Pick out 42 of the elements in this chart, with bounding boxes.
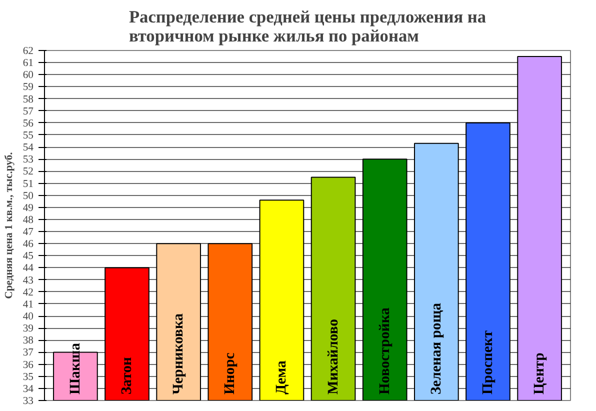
y-tick-label: 34 bbox=[22, 384, 34, 395]
y-tick-label: 58 bbox=[22, 94, 34, 106]
y-tick-label: 39 bbox=[22, 324, 34, 335]
y-tick-label: 42 bbox=[22, 287, 34, 298]
x-tick-label: Центр bbox=[532, 352, 548, 394]
y-tick-label: 33 bbox=[22, 396, 34, 407]
y-tick-label: 61 bbox=[22, 58, 34, 70]
y-tick-label: 51 bbox=[22, 178, 34, 190]
y-tick-label: 48 bbox=[22, 214, 34, 226]
x-tick-label: Новостройка bbox=[376, 306, 393, 394]
y-tick-label: 59 bbox=[22, 82, 34, 94]
x-tick-label: Михайлово bbox=[325, 318, 342, 394]
y-tick-label: 60 bbox=[22, 70, 34, 82]
x-tick-label: Проспект bbox=[480, 330, 496, 394]
y-tick-label: 53 bbox=[22, 154, 34, 166]
y-tick-label: 40 bbox=[22, 312, 34, 323]
y-tick-label: 49 bbox=[22, 202, 34, 214]
y-tick-label: 57 bbox=[22, 106, 34, 118]
x-tick-label: Зеленая роща bbox=[428, 302, 444, 394]
y-tick-label: 55 bbox=[22, 130, 34, 142]
y-tick-label: 44 bbox=[22, 263, 34, 274]
y-tick-label: 52 bbox=[22, 166, 34, 178]
x-tick-label: Шакша bbox=[67, 342, 84, 394]
y-tick-label: 45 bbox=[22, 251, 34, 262]
y-tick-label: 54 bbox=[22, 142, 34, 154]
y-axis-title: Средняя цена 1 кв.м., тыс.руб. bbox=[4, 152, 15, 299]
y-tick-label: 36 bbox=[22, 360, 34, 371]
y-tick-label: 41 bbox=[22, 299, 34, 310]
y-tick-label: 56 bbox=[22, 118, 34, 130]
y-tick-label: 47 bbox=[22, 227, 34, 238]
y-tick-label: 38 bbox=[22, 336, 34, 347]
y-tick-label: 37 bbox=[22, 348, 34, 359]
y-tick-label: 46 bbox=[22, 239, 34, 250]
y-tick-label: 50 bbox=[22, 190, 34, 202]
x-tick-label: Черниковка bbox=[170, 312, 187, 394]
y-tick-label: 43 bbox=[22, 275, 34, 286]
y-tick-label: 35 bbox=[22, 372, 34, 383]
x-tick-label: Дема bbox=[274, 360, 290, 394]
x-tick-label: Затон bbox=[119, 356, 136, 394]
chart-title: Распределение средней цены предложения на вторичном рынке жилья по районам bbox=[128, 8, 486, 46]
y-tick-label: 62 bbox=[22, 46, 34, 57]
x-tick-label: Инорс bbox=[222, 352, 238, 394]
